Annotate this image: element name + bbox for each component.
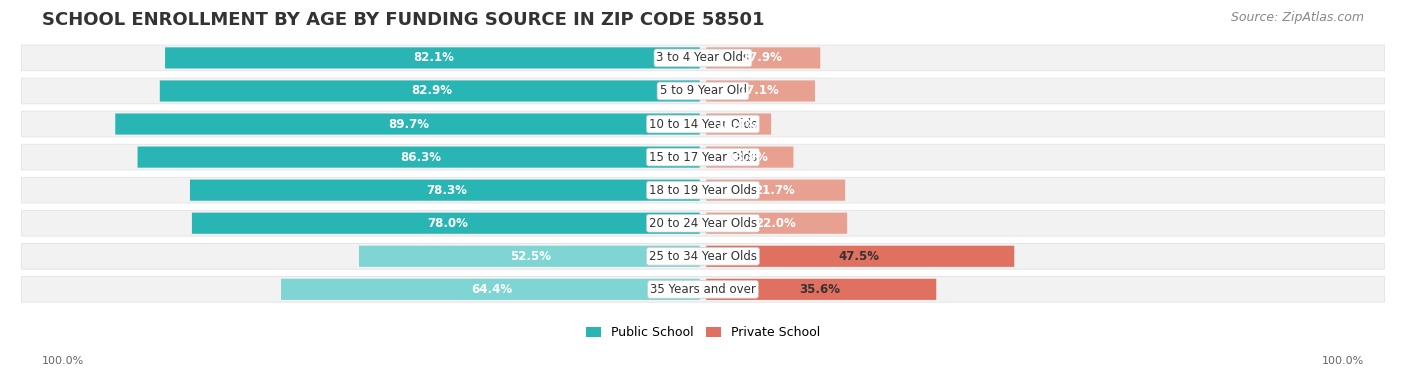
FancyBboxPatch shape bbox=[21, 276, 1385, 302]
FancyBboxPatch shape bbox=[21, 244, 1385, 269]
Text: 17.9%: 17.9% bbox=[741, 51, 782, 64]
Text: 10 to 14 Year Olds: 10 to 14 Year Olds bbox=[650, 118, 756, 130]
Legend: Public School, Private School: Public School, Private School bbox=[586, 326, 820, 339]
Text: 86.3%: 86.3% bbox=[399, 150, 440, 164]
FancyBboxPatch shape bbox=[138, 147, 700, 168]
FancyBboxPatch shape bbox=[115, 113, 700, 135]
Text: 82.1%: 82.1% bbox=[413, 51, 454, 64]
FancyBboxPatch shape bbox=[21, 111, 1385, 137]
FancyBboxPatch shape bbox=[281, 279, 700, 300]
Text: 25 to 34 Year Olds: 25 to 34 Year Olds bbox=[650, 250, 756, 263]
Text: 78.3%: 78.3% bbox=[426, 184, 467, 197]
FancyBboxPatch shape bbox=[21, 78, 1385, 104]
FancyBboxPatch shape bbox=[191, 213, 700, 234]
Text: 47.5%: 47.5% bbox=[838, 250, 879, 263]
Text: 21.7%: 21.7% bbox=[754, 184, 794, 197]
Text: 100.0%: 100.0% bbox=[1322, 356, 1364, 366]
FancyBboxPatch shape bbox=[359, 246, 700, 267]
FancyBboxPatch shape bbox=[706, 48, 820, 69]
Text: 78.0%: 78.0% bbox=[427, 217, 468, 230]
Text: 13.8%: 13.8% bbox=[728, 150, 769, 164]
Text: 35.6%: 35.6% bbox=[799, 283, 841, 296]
FancyBboxPatch shape bbox=[165, 48, 700, 69]
Text: 5 to 9 Year Old: 5 to 9 Year Old bbox=[659, 84, 747, 98]
Text: 17.1%: 17.1% bbox=[738, 84, 779, 98]
Text: 52.5%: 52.5% bbox=[510, 250, 551, 263]
Text: 35 Years and over: 35 Years and over bbox=[650, 283, 756, 296]
FancyBboxPatch shape bbox=[21, 210, 1385, 236]
Text: 10.4%: 10.4% bbox=[717, 118, 758, 130]
FancyBboxPatch shape bbox=[706, 113, 770, 135]
FancyBboxPatch shape bbox=[706, 246, 1014, 267]
Text: 89.7%: 89.7% bbox=[388, 118, 430, 130]
FancyBboxPatch shape bbox=[706, 279, 936, 300]
Text: Source: ZipAtlas.com: Source: ZipAtlas.com bbox=[1230, 11, 1364, 24]
FancyBboxPatch shape bbox=[21, 45, 1385, 71]
Text: 22.0%: 22.0% bbox=[755, 217, 796, 230]
FancyBboxPatch shape bbox=[706, 179, 845, 201]
FancyBboxPatch shape bbox=[160, 80, 700, 101]
FancyBboxPatch shape bbox=[21, 177, 1385, 203]
FancyBboxPatch shape bbox=[190, 179, 700, 201]
Text: 3 to 4 Year Olds: 3 to 4 Year Olds bbox=[657, 51, 749, 64]
FancyBboxPatch shape bbox=[21, 144, 1385, 170]
FancyBboxPatch shape bbox=[706, 147, 793, 168]
FancyBboxPatch shape bbox=[706, 213, 848, 234]
Text: 100.0%: 100.0% bbox=[42, 356, 84, 366]
Text: SCHOOL ENROLLMENT BY AGE BY FUNDING SOURCE IN ZIP CODE 58501: SCHOOL ENROLLMENT BY AGE BY FUNDING SOUR… bbox=[42, 11, 765, 29]
FancyBboxPatch shape bbox=[706, 80, 815, 101]
Text: 15 to 17 Year Olds: 15 to 17 Year Olds bbox=[650, 150, 756, 164]
Text: 64.4%: 64.4% bbox=[471, 283, 513, 296]
Text: 18 to 19 Year Olds: 18 to 19 Year Olds bbox=[650, 184, 756, 197]
Text: 20 to 24 Year Olds: 20 to 24 Year Olds bbox=[650, 217, 756, 230]
Text: 82.9%: 82.9% bbox=[411, 84, 451, 98]
